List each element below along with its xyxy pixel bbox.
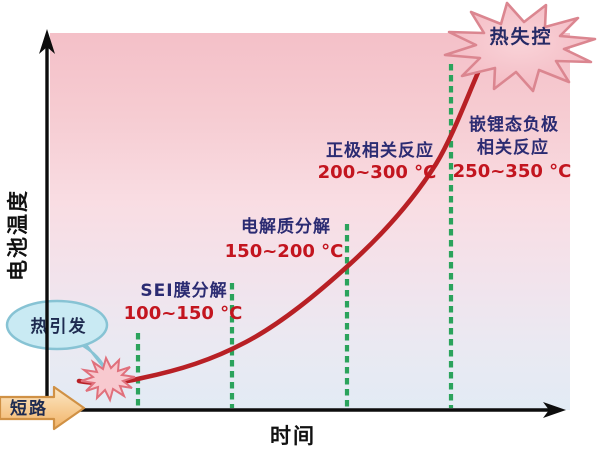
x-axis-arrowhead-icon [543, 402, 566, 418]
thermal-runaway-label: 热失控 [489, 25, 552, 48]
stage-cathode-temp: 200~300 °C [318, 162, 437, 183]
stage-markers [135, 64, 454, 408]
thermal-runaway-burst: 热失控 [443, 1, 597, 93]
stage-sei-label: SEI膜分解 [140, 280, 227, 301]
short-circuit-arrow: 短路 [0, 385, 86, 431]
stage-electrolyte-label: 电解质分解 [241, 216, 331, 237]
temperature-curve [76, 58, 486, 386]
stage-cathode-label: 正极相关反应 [326, 140, 434, 161]
y-axis-arrowhead-icon [39, 29, 55, 54]
short-circuit-label: 短路 [10, 398, 48, 419]
thermal-trigger-label: 热引发 [31, 316, 88, 337]
x-axis-label: 时间 [270, 424, 316, 448]
y-axis-label: 电池温度 [6, 189, 30, 281]
stage-anode-temp: 250~350 °C [453, 161, 572, 182]
stage-anode-label-line1: 嵌锂态负极 [469, 114, 559, 135]
short-circuit-arrow-shape [0, 385, 86, 431]
ignition-burst [80, 355, 136, 403]
bubble-body [5, 299, 109, 351]
stage-anode-label-line2: 相关反应 [477, 137, 549, 158]
stage-sei-temp: 100~150 °C [124, 303, 243, 324]
axes [45, 47, 549, 412]
runaway-burst-shape [443, 1, 597, 93]
stage-electrolyte-temp: 150~200 °C [225, 241, 344, 262]
thermal-trigger-bubble: 热引发 [5, 299, 109, 370]
